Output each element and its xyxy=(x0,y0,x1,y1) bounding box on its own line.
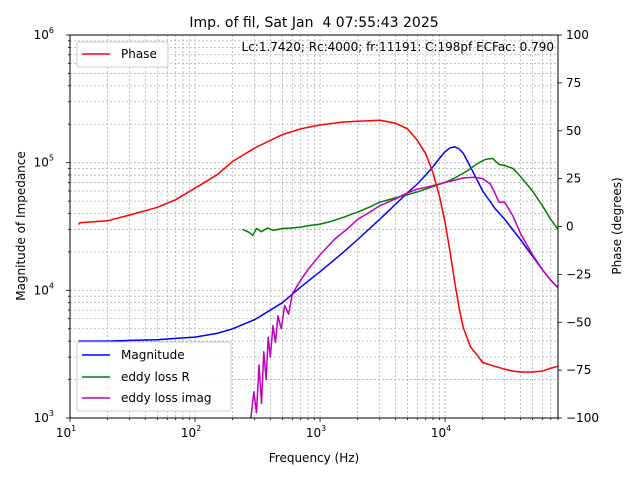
x-tick-label-exponent: 2 xyxy=(196,424,201,433)
y-axis-left-label: Magnitude of Impedance xyxy=(14,151,28,301)
legend-phase: Phase xyxy=(76,41,169,68)
y-right-tick-label: −50 xyxy=(566,315,591,329)
y-left-tick-label-exponent: 6 xyxy=(49,26,54,35)
legend-eddy-imag-label: eddy loss imag xyxy=(121,391,212,405)
grid xyxy=(69,34,559,419)
y-left-tick-label-exponent: 4 xyxy=(49,281,54,290)
y-left-tick-label-exponent: 5 xyxy=(49,154,54,163)
magnitude-line xyxy=(78,146,559,342)
x-tick-label: 104 xyxy=(431,424,451,440)
y-right-tick-label: 75 xyxy=(566,76,581,90)
chart-title: Imp. of fil, Sat Jan 4 07:55:43 2025 xyxy=(189,15,438,31)
eddy-loss-imag-line xyxy=(250,176,559,419)
y-right-tick-label: −25 xyxy=(566,267,591,281)
y-right-tick-label: 100 xyxy=(566,28,589,42)
phase-line xyxy=(77,119,559,373)
y-right-tick-label: 25 xyxy=(566,172,581,186)
x-axis-label: Frequency (Hz) xyxy=(269,451,360,465)
legend-magnitude-label: Magnitude xyxy=(121,348,185,362)
x-tick-label: 103 xyxy=(306,424,326,440)
x-tick-label-exponent: 1 xyxy=(71,424,76,433)
x-tick-label: 102 xyxy=(181,424,201,440)
y-right-tick-label: −75 xyxy=(566,363,591,377)
legend-phase-box xyxy=(76,41,169,68)
x-tick-label-exponent: 3 xyxy=(321,424,326,433)
series-group xyxy=(77,119,559,419)
eddy-loss-r-line xyxy=(242,157,559,237)
legend-magnitude: Magnitude eddy loss R eddy loss imag xyxy=(76,341,232,412)
y-right-tick-label: −100 xyxy=(566,411,599,425)
y-right-tick-label: 50 xyxy=(566,124,581,138)
y-right-tick-label: 0 xyxy=(566,220,574,234)
x-tick-label-exponent: 4 xyxy=(446,424,451,433)
y-axis-right-label: Phase (degrees) xyxy=(610,177,624,274)
y-left-tick-label-exponent: 3 xyxy=(49,409,54,418)
legend-magnitude-box xyxy=(76,341,232,412)
legend-phase-label: Phase xyxy=(121,47,157,61)
legend-eddy-r-label: eddy loss R xyxy=(121,370,190,384)
chart-annotation: Lc:1.7420; Rc:4000; fr:11191: C:198pf EC… xyxy=(242,40,554,54)
